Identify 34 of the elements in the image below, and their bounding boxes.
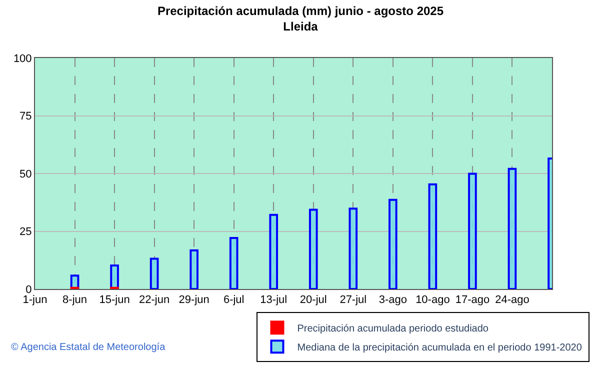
x-tick-label: 22-jun <box>139 294 170 306</box>
x-tick-label: 13-jul <box>260 294 288 306</box>
bar <box>348 208 358 289</box>
bar <box>150 258 159 289</box>
bar <box>190 249 198 289</box>
x-tick-label: 29-jun <box>178 294 210 306</box>
y-tick-label: 0 <box>26 284 32 296</box>
x-tick-label: 10-ago <box>416 294 450 306</box>
x-tick-label: 20-jul <box>300 294 327 306</box>
bar <box>269 214 278 289</box>
y-tick-label: 100 <box>13 52 32 65</box>
y-tick-label: 75 <box>20 110 32 123</box>
x-tick-label: 8-jun <box>62 294 88 306</box>
chart-subtitle: Lleida <box>283 20 318 34</box>
bar <box>468 172 477 289</box>
x-tick-label: 24-ago <box>495 294 530 306</box>
chart-title: Precipitación acumulada (mm) junio - agosto 2025 <box>157 4 444 18</box>
bar <box>229 236 238 289</box>
legend-label: Mediana de la precipitación acumulada en el periodo 1991-2020 <box>297 342 582 354</box>
bar <box>428 183 438 289</box>
y-tick-label: 25 <box>20 226 32 238</box>
x-tick-label: 15-jun <box>99 294 130 306</box>
bar <box>388 198 398 289</box>
legend-label: Precipitación acumulada periodo estudiado <box>297 324 489 334</box>
bar <box>110 264 119 289</box>
x-tick-label: 6-jul <box>223 294 244 306</box>
y-tick-label: 50 <box>20 168 32 180</box>
text: © Agencia Estatal de Meteorología <box>11 342 166 353</box>
bar <box>508 168 517 289</box>
bar <box>308 208 318 289</box>
x-tick-label: 27-jul <box>340 294 367 306</box>
x-tick-label: 1-jun <box>22 294 48 306</box>
x-tick-label: 3-ago <box>378 294 407 306</box>
x-tick-label: 17-ago <box>455 294 490 306</box>
